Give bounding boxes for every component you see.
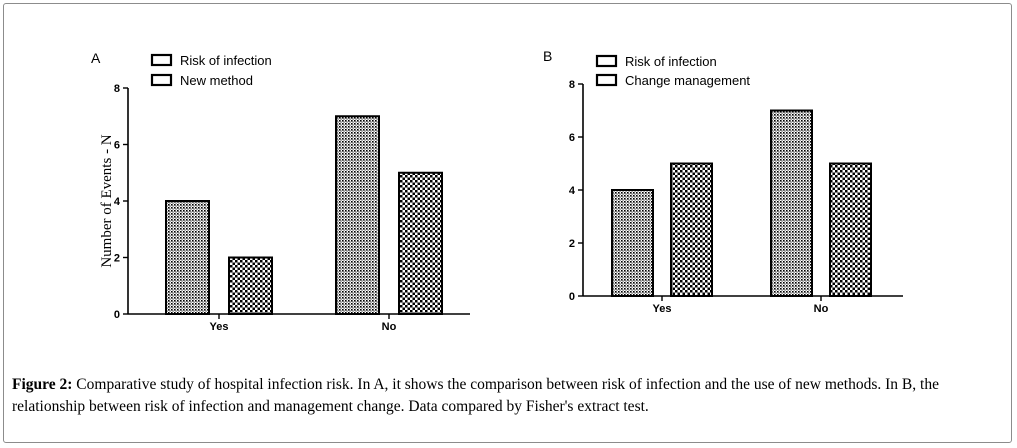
legend-swatch [595, 73, 618, 87]
y-tick-label: 6 [569, 132, 575, 144]
bar [228, 256, 273, 315]
x-tick-label: No [814, 303, 829, 315]
y-tick-label: 0 [114, 309, 120, 321]
bar [670, 162, 713, 297]
bar [611, 189, 654, 297]
legend-label: New method [180, 73, 253, 88]
caption-label: Figure 2: [12, 376, 73, 393]
y-tick-label: 8 [569, 79, 575, 91]
y-tick-label: 4 [569, 185, 576, 197]
chart-a: A 0 2 4 6 8 Number of Events - N Yes No Risk of i… [91, 50, 470, 333]
chart-b: B 0 2 4 6 8 Yes No Risk of infection Change manag… [543, 48, 903, 315]
panel-label: B [543, 48, 552, 64]
bar [335, 115, 380, 315]
y-tick-label: 0 [569, 291, 575, 303]
legend-swatch [150, 73, 173, 87]
x-tick-label: Yes [210, 321, 229, 333]
y-axis-label: Number of Events - N [99, 134, 115, 267]
bar [770, 109, 813, 297]
bar [165, 200, 210, 315]
panel-label: A [91, 50, 101, 66]
x-tick-label: No [382, 321, 397, 333]
figure-charts: A 0 2 4 6 8 Number of Events - N Yes No Risk of i… [91, 48, 903, 333]
x-tick-label: Yes [653, 303, 672, 315]
legend-label: Risk of infection [180, 53, 272, 68]
legend-swatch [595, 54, 618, 68]
bar [829, 162, 872, 297]
figure-caption: Figure 2: Comparative study of hospital … [12, 374, 1006, 418]
legend-label: Change management [625, 73, 750, 88]
legend-swatch [150, 53, 173, 67]
y-tick-label: 2 [114, 253, 120, 265]
y-tick-label: 6 [114, 140, 120, 152]
caption-text: Comparative study of hospital infection … [12, 376, 939, 415]
legend-label: Risk of infection [625, 54, 717, 69]
y-tick-label: 2 [569, 238, 575, 250]
bar [398, 171, 443, 315]
y-tick-label: 8 [114, 83, 120, 95]
y-tick-label: 4 [114, 196, 121, 208]
